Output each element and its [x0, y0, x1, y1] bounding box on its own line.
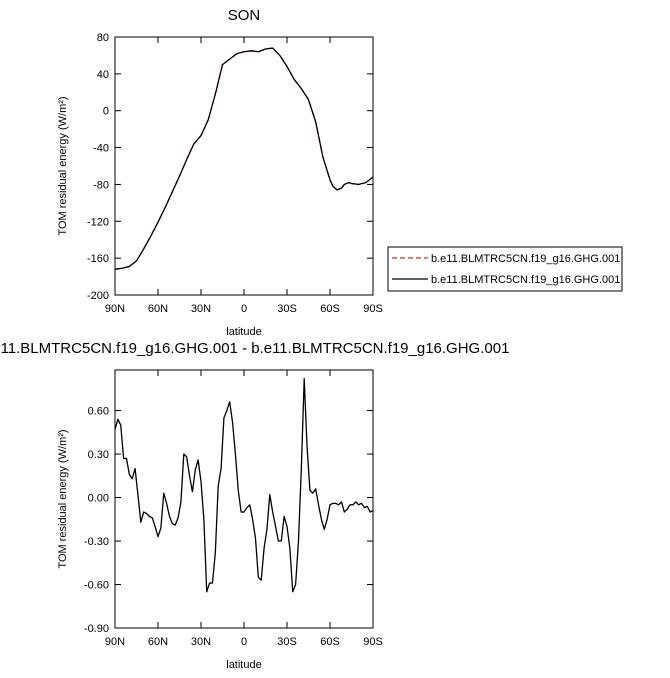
bottom-y-tick-label-1: 0.30 [88, 449, 109, 461]
bottom-x-tick-label-4: 30S [277, 636, 297, 648]
bottom-series-line-1 [114, 378, 374, 593]
bottom-x-tick-label-5: 60S [320, 636, 340, 648]
top-y-tick-label-0: 80 [97, 32, 109, 44]
top-y-tick-label-7: -200 [87, 290, 109, 302]
top-x-tick-label-1: 60N [148, 303, 168, 315]
bottom-panel: 11.BLMTRC5CN.f19_g16.GHG.001 - b.e11.BLM… [1, 340, 510, 671]
top-x-tick-label-3: 0 [241, 303, 247, 315]
top-panel: SON 90N 60N 30N 0 30S 60S 90S 80 40 0 -40 -80 -120 -1… [57, 7, 623, 338]
bottom-series-group [114, 378, 374, 593]
bottom-axis-ticks: 90N 60N 30N 0 30S 60S 90S 0.60 0.30 0.00 -0.30 -0.6… [84, 370, 383, 648]
top-y-tick-label-6: -160 [87, 253, 109, 265]
top-x-tick-label-4: 30S [277, 303, 297, 315]
top-series-line-2 [114, 47, 374, 270]
top-y-tick-label-2: 0 [103, 106, 109, 118]
top-x-tick-label-6: 90S [363, 303, 383, 315]
top-y-tick-label-5: -120 [87, 216, 109, 228]
top-legend: b.e11.BLMTRC5CN.f19_g16.GHG.001 b.e11.BL… [387, 246, 623, 292]
bottom-y-tick-label-5: -0.90 [84, 623, 109, 635]
bottom-x-tick-label-1: 60N [148, 636, 168, 648]
top-series-group [114, 47, 374, 270]
top-chart-title: SON [228, 7, 261, 24]
top-y-tick-label-4: -80 [93, 179, 109, 191]
bottom-x-tick-label-6: 90S [363, 636, 383, 648]
legend-label-series-2: b.e11.BLMTRC5CN.f19_g16.GHG.001 [431, 274, 620, 286]
bottom-chart-title: 11.BLMTRC5CN.f19_g16.GHG.001 - b.e11.BLM… [1, 340, 510, 357]
top-axis-ticks: 90N 60N 30N 0 30S 60S 90S 80 40 0 -40 -80 -120 -160 -2… [87, 32, 383, 315]
top-series-line-1 [114, 47, 374, 270]
legend-box [387, 246, 623, 292]
bottom-x-tick-label-3: 0 [241, 636, 247, 648]
top-plot-frame [114, 36, 374, 296]
legend-label-series-1: b.e11.BLMTRC5CN.f19_g16.GHG.001 [431, 253, 620, 265]
bottom-y-tick-label-2: 0.00 [88, 493, 109, 505]
bottom-x-axis-label: latitude [226, 659, 261, 671]
top-y-tick-label-1: 40 [97, 69, 109, 81]
bottom-y-tick-label-0: 0.60 [88, 406, 109, 418]
top-x-tick-label-2: 30N [191, 303, 211, 315]
bottom-y-tick-label-3: -0.30 [84, 536, 109, 548]
bottom-x-tick-label-2: 30N [191, 636, 211, 648]
top-x-axis-label: latitude [226, 326, 261, 338]
top-x-tick-label-0: 90N [105, 303, 125, 315]
bottom-y-axis-label: TOM residual energy (W/m²) [57, 429, 69, 568]
bottom-x-tick-label-0: 90N [105, 636, 125, 648]
top-x-tick-label-5: 60S [320, 303, 340, 315]
top-y-axis-label: TOM residual energy (W/m²) [57, 96, 69, 235]
bottom-y-tick-label-4: -0.60 [84, 580, 109, 592]
top-y-tick-label-3: -40 [93, 143, 109, 155]
bottom-plot-frame [114, 369, 374, 629]
